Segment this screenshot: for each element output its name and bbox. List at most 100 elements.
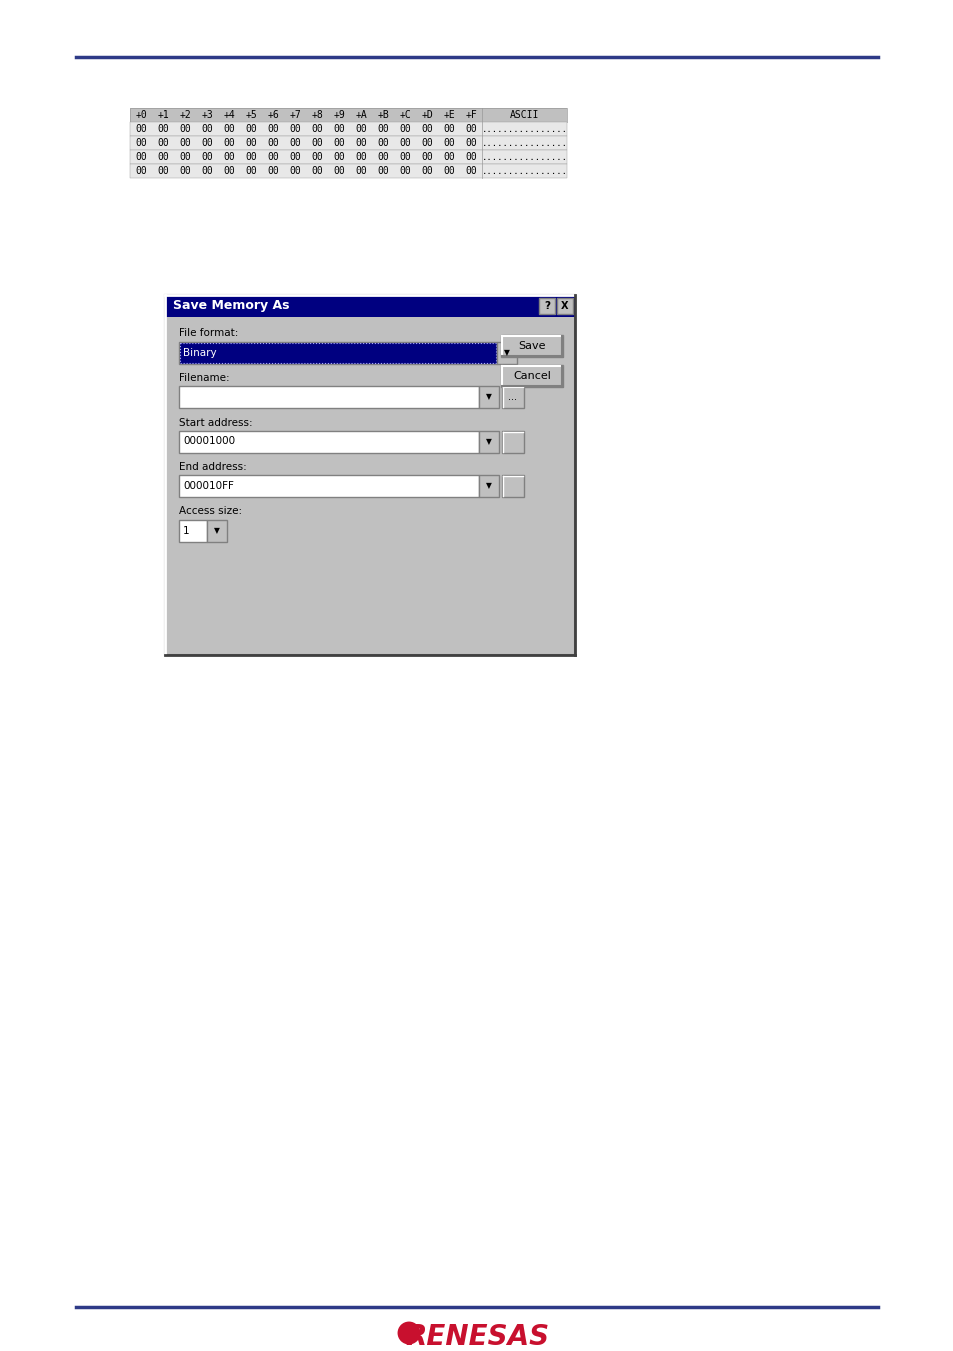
Bar xyxy=(207,520,227,542)
Text: 00: 00 xyxy=(245,138,256,149)
Text: +5: +5 xyxy=(245,109,256,120)
Text: Binary: Binary xyxy=(183,347,216,358)
Text: +D: +D xyxy=(420,109,433,120)
Text: 00: 00 xyxy=(135,138,147,149)
Bar xyxy=(497,342,517,363)
Text: 00: 00 xyxy=(442,166,455,176)
Text: ▼: ▼ xyxy=(213,526,220,535)
Text: 00: 00 xyxy=(420,166,433,176)
Text: Save Memory As: Save Memory As xyxy=(172,300,289,312)
Text: 00: 00 xyxy=(223,138,234,149)
Text: ?: ? xyxy=(543,301,550,311)
Text: +3: +3 xyxy=(201,109,213,120)
Bar xyxy=(179,342,497,363)
Text: ▼: ▼ xyxy=(485,436,492,446)
Text: 00: 00 xyxy=(289,153,300,162)
Text: 00: 00 xyxy=(355,124,367,134)
Text: 00: 00 xyxy=(333,153,345,162)
Text: +2: +2 xyxy=(179,109,191,120)
Text: 00: 00 xyxy=(289,138,300,149)
Text: 00: 00 xyxy=(398,138,411,149)
Text: File format:: File format: xyxy=(179,328,238,339)
Text: ASCII: ASCII xyxy=(509,109,538,120)
Text: 00: 00 xyxy=(245,124,256,134)
Text: ▼: ▼ xyxy=(485,393,492,401)
Bar xyxy=(130,136,566,150)
Text: 00: 00 xyxy=(355,166,367,176)
Text: 00: 00 xyxy=(135,124,147,134)
Text: 00: 00 xyxy=(223,124,234,134)
Text: 00: 00 xyxy=(311,166,322,176)
Text: 00: 00 xyxy=(465,138,476,149)
Text: 00001000: 00001000 xyxy=(183,436,234,446)
Text: 00: 00 xyxy=(201,166,213,176)
Text: Cancel: Cancel xyxy=(513,372,551,381)
Bar xyxy=(478,431,498,453)
Bar xyxy=(557,299,573,313)
Text: 00: 00 xyxy=(376,153,389,162)
Text: ................: ................ xyxy=(481,124,567,134)
Text: 00: 00 xyxy=(311,153,322,162)
Text: 00: 00 xyxy=(442,124,455,134)
Text: 00: 00 xyxy=(465,166,476,176)
Text: +C: +C xyxy=(398,109,411,120)
Bar xyxy=(179,520,207,542)
Bar xyxy=(130,136,566,150)
Text: +A: +A xyxy=(355,109,367,120)
Text: +7: +7 xyxy=(289,109,300,120)
Text: 00: 00 xyxy=(267,153,278,162)
Text: 00: 00 xyxy=(289,166,300,176)
Bar xyxy=(501,431,523,453)
Text: 00: 00 xyxy=(333,138,345,149)
Bar xyxy=(163,293,577,657)
Text: ...: ... xyxy=(508,392,517,403)
Text: 00: 00 xyxy=(376,138,389,149)
Text: +8: +8 xyxy=(311,109,322,120)
Bar xyxy=(130,163,566,178)
Text: Filename:: Filename: xyxy=(179,373,230,382)
Text: 00: 00 xyxy=(223,153,234,162)
Text: 00: 00 xyxy=(465,153,476,162)
Text: Start address:: Start address: xyxy=(179,417,253,427)
Text: +0: +0 xyxy=(135,109,147,120)
Text: 00: 00 xyxy=(157,124,169,134)
Text: 00: 00 xyxy=(289,124,300,134)
Text: 00: 00 xyxy=(179,124,191,134)
Text: RENESAS: RENESAS xyxy=(404,1323,549,1351)
Bar xyxy=(165,295,575,317)
Bar xyxy=(130,108,566,122)
Text: 00: 00 xyxy=(398,153,411,162)
Text: R: R xyxy=(401,1324,416,1343)
Text: 1: 1 xyxy=(183,526,190,535)
Bar xyxy=(501,476,523,497)
Bar xyxy=(501,386,523,408)
Bar xyxy=(179,476,478,497)
Text: ▼: ▼ xyxy=(485,481,492,490)
Bar xyxy=(179,386,478,408)
Text: 00: 00 xyxy=(157,153,169,162)
Text: 00: 00 xyxy=(420,138,433,149)
Text: +9: +9 xyxy=(333,109,345,120)
Text: 00: 00 xyxy=(355,153,367,162)
Text: 00: 00 xyxy=(245,153,256,162)
Bar xyxy=(180,343,496,362)
Text: Access size:: Access size: xyxy=(179,507,242,516)
Bar xyxy=(500,335,562,357)
Bar xyxy=(130,122,566,136)
Bar xyxy=(165,295,575,655)
Text: +4: +4 xyxy=(223,109,234,120)
Text: 00: 00 xyxy=(179,153,191,162)
Text: 00: 00 xyxy=(245,166,256,176)
Text: 000010FF: 000010FF xyxy=(183,481,233,490)
Bar xyxy=(130,150,566,163)
Text: 00: 00 xyxy=(223,166,234,176)
Text: 00: 00 xyxy=(267,166,278,176)
Text: X: X xyxy=(560,301,568,311)
Bar xyxy=(478,386,498,408)
Bar xyxy=(478,476,498,497)
Text: 00: 00 xyxy=(355,138,367,149)
Text: 00: 00 xyxy=(442,138,455,149)
Text: +F: +F xyxy=(465,109,476,120)
Text: 00: 00 xyxy=(333,124,345,134)
Text: ................: ................ xyxy=(481,139,567,147)
